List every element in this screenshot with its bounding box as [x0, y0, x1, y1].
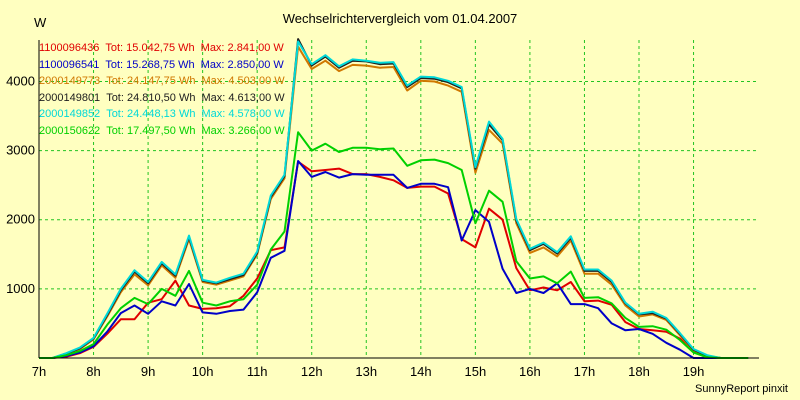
- y-tick-label: 2000: [6, 212, 35, 227]
- legend-max: Max: 2.850,00 W: [200, 58, 284, 71]
- chart-title: Wechselrichtervergleich vom 01.04.2007: [282, 11, 518, 26]
- legend-entry: 1100096436 Tot: 15.042,75 Wh Max: 2.841,00…: [39, 40, 291, 57]
- legend-series-name: 2000150622: [39, 124, 101, 137]
- legend-total: Tot: 15.042,75 Wh: [105, 42, 195, 54]
- x-tick-label: 15h: [465, 364, 487, 379]
- legend-series-name: 2000149852: [39, 108, 101, 120]
- legend-entry: 2000149801 Tot: 24.810,50 Wh Max: 4.613,00…: [39, 90, 291, 107]
- legend-series-name: 2000149773: [39, 75, 101, 87]
- x-tick-label: 7h: [32, 364, 46, 379]
- x-tick-label: 17h: [574, 364, 596, 379]
- x-tick-label: 16h: [519, 364, 541, 379]
- x-tick-label: 11h: [247, 364, 268, 379]
- legend-series-name: 1100096541: [39, 58, 100, 71]
- x-tick-label: 12h: [301, 364, 323, 379]
- legend-total: Tot: 24.147,75 Wh: [106, 75, 196, 87]
- legend-max: Max: 2.841,00 W: [200, 42, 284, 54]
- y-tick-label: 3000: [6, 143, 35, 158]
- legend-total: Tot: 15.268,75 Wh: [105, 58, 195, 71]
- legend-series-name: 1100096436: [39, 42, 100, 54]
- x-tick-label: 8h: [86, 364, 100, 379]
- y-tick-label: 4000: [6, 73, 35, 88]
- chart-footer: SunnyReport pinxit: [695, 383, 788, 395]
- legend-entry: 2000149852 Tot: 24.448,13 Wh Max: 4.578,00…: [39, 106, 291, 123]
- series-line-2000149773: [39, 45, 749, 359]
- legend-total: Tot: 17.497,50 Wh: [106, 124, 196, 137]
- series-lines: [39, 38, 749, 359]
- legend-total: Tot: 24.448,13 Wh: [106, 108, 196, 120]
- x-tick-label: 13h: [355, 364, 377, 379]
- legend-entry: 2000149773 Tot: 24.147,75 Wh Max: 4.503,00…: [39, 73, 291, 90]
- legend: 1100096436 Tot: 15.042,75 Wh Max: 2.841,00…: [39, 40, 291, 139]
- legend-entry: 1100096541 Tot: 15.268,75 Wh Max: 2.850,00…: [39, 57, 291, 74]
- legend-max: Max: 3.266,00 W: [201, 124, 285, 137]
- series-line-1100096436: [39, 160, 749, 359]
- series-line-2000150622: [39, 131, 749, 359]
- x-tick-label: 10h: [192, 364, 214, 379]
- legend-entry: 2000150622 Tot: 17.497,50 Wh Max: 3.266,00…: [39, 123, 291, 140]
- legend-max: Max: 4.613,00 W: [201, 91, 285, 104]
- x-tick-label: 9h: [141, 364, 155, 379]
- y-tick-label: 1000: [6, 281, 35, 296]
- legend-max: Max: 4.503,00 W: [201, 75, 285, 87]
- legend-series-name: 2000149801: [39, 91, 101, 104]
- axes: 1000 2000 3000 4000 7h 8h 9h 10h 11h 12h 13h 14h 15h…: [6, 40, 759, 379]
- series-line-2000149852: [39, 40, 749, 359]
- legend-total: Tot: 24.810,50 Wh: [106, 91, 196, 104]
- x-tick-label: 19h: [683, 364, 705, 379]
- series-line-1100096541: [39, 160, 749, 359]
- x-tick-label: 14h: [410, 364, 432, 379]
- legend-max: Max: 4.578,00 W: [201, 108, 285, 120]
- y-axis-unit: W: [34, 15, 47, 30]
- x-tick-label: 18h: [628, 364, 650, 379]
